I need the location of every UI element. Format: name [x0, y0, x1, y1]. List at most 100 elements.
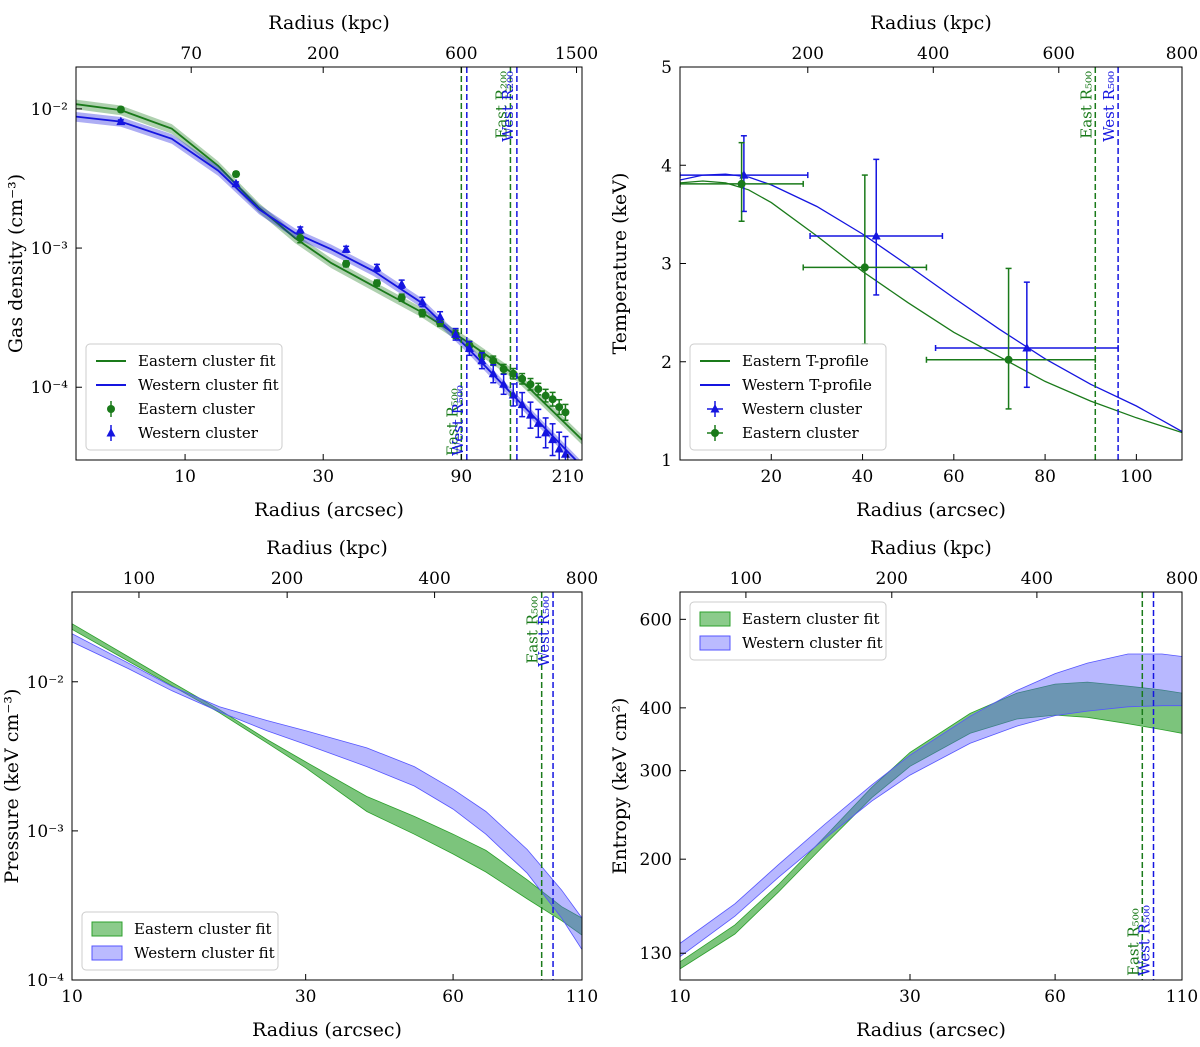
legend-entry: Eastern cluster — [107, 400, 256, 418]
top-tick-label: 200 — [876, 569, 908, 589]
x-tick-label: 110 — [1166, 987, 1198, 1007]
data-point-eastern-cluster — [232, 170, 241, 179]
axes-frame — [679, 591, 1183, 981]
legend-label: Eastern cluster fit — [138, 352, 276, 370]
data-point-western-cluster — [517, 391, 527, 418]
marker — [341, 244, 351, 253]
vline-label: West R₅₀₀ — [535, 596, 553, 667]
data-point-eastern-cluster — [509, 367, 518, 380]
axes-frame — [75, 66, 583, 461]
x-tick-label: 60 — [442, 987, 464, 1007]
y-tick-label: 10⁻³ — [27, 822, 64, 842]
y-tick-label: 10⁻³ — [31, 239, 68, 259]
marker — [477, 355, 487, 365]
data-point-western-cluster — [116, 116, 126, 126]
marker — [116, 105, 125, 114]
legend-entry: Eastern T-profile — [700, 352, 869, 370]
top-tick-label: 400 — [418, 569, 450, 589]
legend-box — [85, 343, 283, 451]
vline-label: East R₅₀₀ — [1077, 71, 1095, 139]
x-tick-label: 30 — [899, 987, 921, 1007]
vline-label: West R₂₀₀ — [499, 71, 517, 142]
marker — [296, 234, 305, 243]
x-tick-label: 10 — [174, 467, 196, 487]
x-tick-label: 30 — [312, 467, 334, 487]
top-tick-label: 200 — [271, 569, 303, 589]
marker — [548, 434, 558, 444]
data-point-western-cluster — [541, 417, 551, 449]
legend-entry: Western T-profile — [700, 376, 872, 394]
data-point-eastern-cluster — [680, 141, 804, 223]
x-tick-label: 10 — [61, 987, 83, 1007]
y-axis-label: Gas density (cm⁻³) — [5, 174, 27, 353]
y-tick-label: 5 — [661, 58, 672, 78]
chart-temperature: East R₅₀₀ West R₅₀₀ 20 40 60 80 100 200 400 600 80… — [609, 12, 1198, 521]
x-tick-label: 40 — [852, 467, 874, 487]
fit-line-western-cluster-fit — [76, 115, 578, 460]
legend-label: Eastern cluster — [138, 400, 256, 418]
data-point-eastern-cluster — [418, 308, 427, 318]
data-point-western-cluster — [397, 279, 407, 290]
x-tick-label: 10 — [669, 987, 691, 1007]
top-axis-label: Radius (kpc) — [870, 12, 991, 34]
y-tick-label: 10⁻² — [27, 673, 64, 693]
legend-entry: Western cluster — [106, 424, 259, 442]
marker — [871, 230, 881, 240]
data-point-eastern-cluster — [518, 372, 527, 385]
legend-marker — [710, 404, 720, 413]
legend-swatch — [91, 945, 123, 961]
marker — [499, 379, 509, 388]
data-point-western-cluster — [548, 423, 558, 457]
data-point-eastern-cluster — [561, 403, 570, 422]
legend-label: Eastern T-profile — [742, 352, 869, 370]
legend-entry: Eastern cluster fit — [96, 352, 276, 370]
data-point-western-cluster — [341, 244, 351, 253]
data-point-western-cluster — [525, 401, 535, 429]
plot-area-density — [76, 99, 582, 460]
axes-frame — [71, 591, 583, 981]
marker — [533, 418, 543, 427]
legend-entry: Eastern cluster fit — [91, 920, 272, 938]
legend-entry: Western cluster — [707, 400, 863, 418]
top-tick-label: 600 — [445, 44, 477, 64]
y-axis-label: Pressure (keV cm⁻³) — [1, 689, 23, 884]
data-point-western-cluster — [417, 296, 427, 308]
legend-label: Eastern cluster fit — [742, 610, 880, 628]
y-tick-label: 600 — [640, 610, 672, 630]
x-tick-label: 60 — [943, 467, 965, 487]
marker — [554, 443, 564, 453]
band-western-cluster-fit — [72, 633, 582, 951]
top-tick-label: 800 — [1166, 44, 1198, 64]
top-tick-label: 100 — [123, 569, 155, 589]
data-point-eastern-cluster — [489, 355, 498, 367]
top-axis-label: Radius (kpc) — [870, 537, 991, 559]
legend-swatch — [699, 635, 731, 651]
legend-pressure: Eastern cluster fit Western cluster fit — [81, 911, 279, 971]
y-tick-label: 1 — [661, 451, 672, 471]
x-tick-label: 210 — [552, 467, 584, 487]
plot-area-temperature — [680, 135, 1182, 434]
legend-entry: Eastern cluster — [707, 424, 860, 442]
legend-marker — [107, 405, 115, 413]
marker — [517, 399, 527, 409]
data-point-western-cluster — [231, 178, 241, 188]
marker — [561, 408, 570, 417]
x-tick-label: 100 — [1120, 467, 1152, 487]
marker — [541, 427, 551, 437]
marker — [526, 380, 535, 389]
x-tick-label: 80 — [1034, 467, 1056, 487]
data-point-western-cluster — [499, 373, 509, 396]
legend-label: Eastern cluster — [742, 424, 860, 442]
marker — [417, 296, 427, 306]
top-tick-label: 800 — [1166, 569, 1198, 589]
marker — [397, 293, 406, 302]
y-tick-label: 10⁻⁴ — [27, 971, 65, 991]
data-point-western-cluster — [934, 281, 1119, 389]
legend-density: Eastern cluster fit Western cluster fit Ea… — [85, 343, 283, 451]
legend-label: Western cluster — [138, 424, 259, 442]
marker — [488, 368, 498, 378]
y-tick-label: 4 — [661, 156, 672, 176]
marker — [737, 179, 746, 188]
